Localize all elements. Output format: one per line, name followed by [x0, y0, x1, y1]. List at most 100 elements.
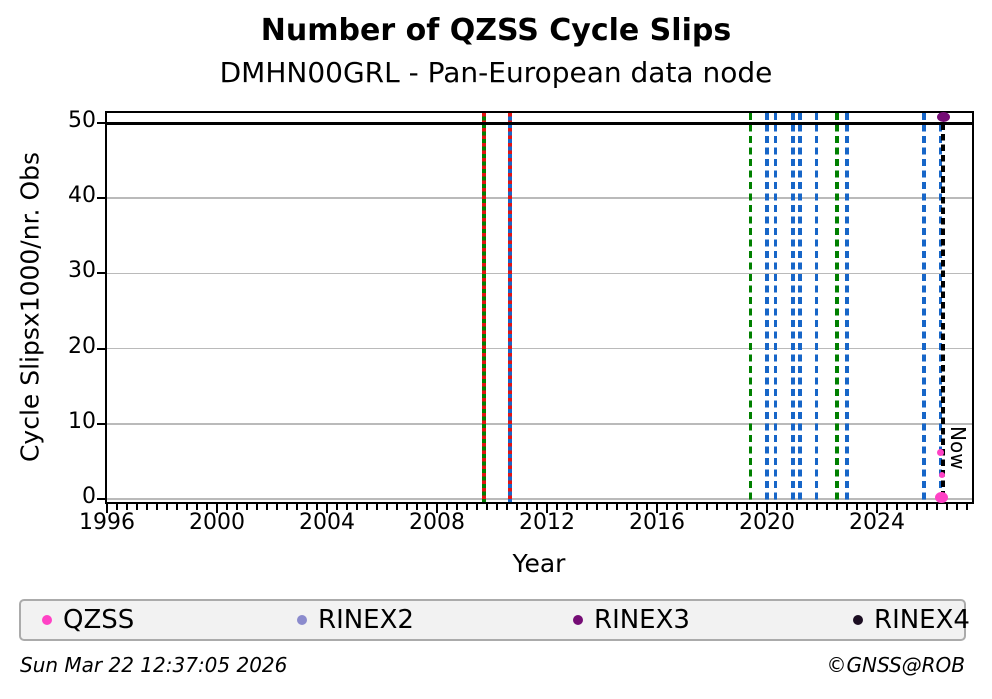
- y-tick-label-30: 30: [68, 258, 96, 284]
- x-minor-tick: [126, 504, 128, 510]
- left-spine: [105, 111, 107, 504]
- x-minor-tick: [936, 504, 938, 510]
- x-minor-tick: [816, 504, 818, 510]
- x-minor-tick: [486, 504, 488, 510]
- gridline-y20: [107, 347, 972, 350]
- x-minor-tick: [276, 504, 278, 510]
- x-major-tick-2012: [546, 502, 548, 513]
- now-label: Now: [946, 426, 970, 470]
- x-minor-tick: [356, 504, 358, 510]
- x-minor-tick: [736, 504, 738, 510]
- x-minor-tick: [846, 504, 848, 510]
- x-minor-tick: [776, 504, 778, 510]
- x-minor-tick: [136, 504, 138, 510]
- x-minor-tick: [586, 504, 588, 510]
- x-minor-tick: [496, 504, 498, 510]
- event-line-5: [791, 113, 795, 502]
- x-minor-tick: [456, 504, 458, 510]
- y-tick-label-20: 20: [68, 333, 96, 359]
- y-tick-40: [97, 197, 105, 200]
- x-minor-tick: [336, 504, 338, 510]
- x-major-tick-2016: [656, 502, 658, 513]
- x-minor-tick: [346, 504, 348, 510]
- chart-subtitle: DMHN00GRL - Pan-European data node: [219, 56, 773, 89]
- y-tick-30: [97, 272, 105, 275]
- x-minor-tick: [286, 504, 288, 510]
- x-minor-tick: [256, 504, 258, 510]
- x-minor-tick: [856, 504, 858, 510]
- x-minor-tick: [466, 504, 468, 510]
- event-line-4: [773, 113, 777, 502]
- x-minor-tick: [606, 504, 608, 510]
- x-minor-tick: [696, 504, 698, 510]
- x-minor-tick: [176, 504, 178, 510]
- x-major-tick-1996: [106, 502, 108, 513]
- legend-item-rinex2: RINEX2: [297, 601, 414, 639]
- x-minor-tick: [866, 504, 868, 510]
- event-line-10: [922, 113, 926, 502]
- x-minor-tick: [426, 504, 428, 510]
- right-spine: [972, 111, 974, 504]
- event-line-8: [835, 113, 839, 502]
- x-axis-label: Year: [512, 549, 566, 578]
- x-major-tick-2020: [766, 502, 768, 513]
- rinex4-marker-icon: [853, 615, 863, 625]
- x-minor-tick: [796, 504, 798, 510]
- x-major-tick-2000: [216, 502, 218, 513]
- x-minor-tick: [566, 504, 568, 510]
- x-minor-tick: [206, 504, 208, 510]
- event-line-1: [508, 113, 512, 502]
- legend-item-rinex3: RINEX3: [573, 601, 690, 639]
- legend-item-qzss: QZSS: [42, 601, 134, 639]
- x-major-tick-2004: [326, 502, 328, 513]
- x-minor-tick: [556, 504, 558, 510]
- x-minor-tick: [966, 504, 968, 510]
- x-minor-tick: [716, 504, 718, 510]
- legend-label-qzss: QZSS: [63, 605, 135, 635]
- x-minor-tick: [686, 504, 688, 510]
- x-minor-tick: [146, 504, 148, 510]
- x-tick-label-2012: 2012: [519, 510, 575, 535]
- hline-50: [105, 121, 974, 125]
- y-tick-0: [97, 498, 105, 500]
- gridline-y40: [107, 197, 972, 199]
- x-minor-tick: [306, 504, 308, 510]
- legend-label-rinex4: RINEX4: [874, 605, 970, 635]
- x-minor-tick: [506, 504, 508, 510]
- y-tick-label-40: 40: [68, 183, 96, 209]
- event-line-7: [814, 113, 819, 502]
- x-minor-tick: [416, 504, 418, 510]
- x-minor-tick: [186, 504, 188, 510]
- x-minor-tick: [946, 504, 948, 510]
- x-tick-label-2024: 2024: [849, 510, 905, 535]
- x-minor-tick: [786, 504, 788, 510]
- x-minor-tick: [826, 504, 828, 510]
- event-line-9: [845, 113, 849, 502]
- x-minor-tick: [376, 504, 378, 510]
- x-minor-tick: [226, 504, 228, 510]
- x-minor-tick: [756, 504, 758, 510]
- x-minor-tick: [476, 504, 478, 510]
- x-minor-tick: [236, 504, 238, 510]
- x-minor-tick: [636, 504, 638, 510]
- x-minor-tick: [386, 504, 388, 510]
- x-minor-tick: [806, 504, 808, 510]
- x-minor-tick: [406, 504, 408, 510]
- chart-title: Number of QZSS Cycle Slips: [260, 13, 732, 48]
- y-tick-20: [97, 347, 105, 350]
- x-minor-tick: [706, 504, 708, 510]
- x-minor-tick: [116, 504, 118, 510]
- x-minor-tick: [726, 504, 728, 510]
- x-minor-tick: [526, 504, 528, 510]
- x-minor-tick: [166, 504, 168, 510]
- x-minor-tick: [196, 504, 198, 510]
- x-minor-tick: [446, 504, 448, 510]
- event-line-0: [482, 113, 486, 502]
- x-major-tick-2024: [876, 502, 878, 513]
- x-minor-tick: [366, 504, 368, 510]
- x-minor-tick: [576, 504, 578, 510]
- event-line-11: [938, 113, 942, 502]
- data-point-qzss-2: [938, 471, 945, 478]
- x-minor-tick: [536, 504, 538, 510]
